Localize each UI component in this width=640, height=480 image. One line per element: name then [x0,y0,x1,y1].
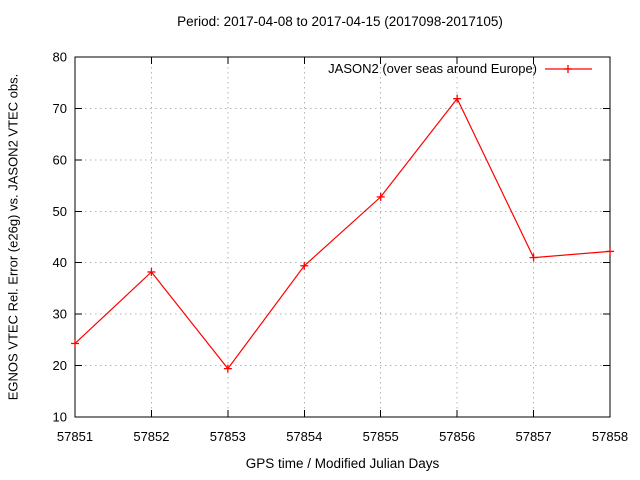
x-tick-label: 57857 [515,429,551,444]
series-line [74,97,611,370]
x-tick-label: 57855 [363,429,399,444]
x-tick-label: 57858 [592,429,628,444]
x-axis-label: GPS time / Modified Julian Days [245,456,440,471]
y-tick-label: 10 [53,410,67,425]
y-tick-label: 30 [53,307,67,322]
chart-title: Period: 2017-04-08 to 2017-04-15 (201709… [177,14,503,29]
y-tick-label: 40 [53,255,67,270]
y-tick-label: 50 [53,204,67,219]
x-tick-label: 57856 [439,429,475,444]
x-tick-label: 57854 [286,429,322,444]
legend-label: JASON2 (over seas around Europe) [328,61,537,76]
x-tick-label: 57851 [57,429,93,444]
x-tick-label: 57853 [210,429,246,444]
plot-border [74,56,611,418]
x-tick-label: 57852 [133,429,169,444]
y-tick-label: 70 [53,101,67,116]
y-tick-label: 60 [53,152,67,167]
y-tick-label: 20 [53,358,67,373]
y-tick-label: 80 [53,50,67,65]
